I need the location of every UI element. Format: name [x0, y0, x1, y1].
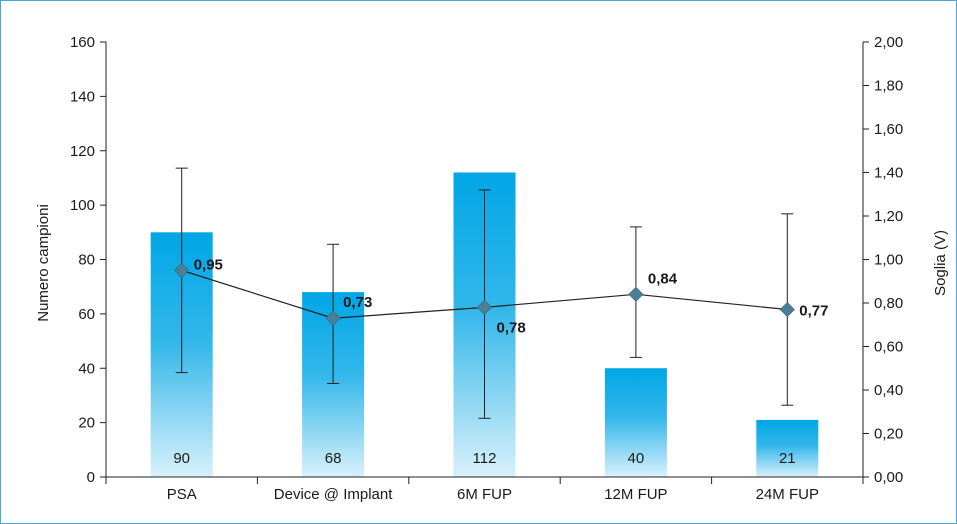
- y2-tick-label-8: 1,60: [874, 121, 903, 138]
- y-tick-label-1: 20: [78, 415, 95, 432]
- threshold-value-label-1: 0,73: [343, 294, 372, 311]
- y-tick-label-3: 60: [78, 306, 95, 323]
- y-tick-label-0: 0: [87, 469, 95, 486]
- y2-tick-label-6: 1,20: [874, 208, 903, 225]
- threshold-value-label-0: 0,95: [194, 256, 223, 273]
- y2-tick-label-9: 1,80: [874, 78, 903, 95]
- threshold-marker-2: [476, 299, 493, 315]
- bar-value-label-3: 40: [628, 450, 645, 467]
- threshold-line-layer: [174, 167, 795, 419]
- axes-layer: 0 20 40 60 80 100 120 140 160 0,00 0,20 0,40 0,60 0,8…: [70, 34, 903, 503]
- x-tick-label-0: PSA: [167, 486, 197, 503]
- y-tick-label-8: 160: [70, 34, 95, 51]
- y-tick-label-2: 40: [78, 360, 95, 377]
- y-tick-label-5: 100: [70, 197, 95, 214]
- threshold-marker-3: [628, 286, 644, 302]
- x-tick-label-1: Device @ Implant: [274, 486, 393, 503]
- threshold-value-label-4: 0,77: [799, 303, 828, 320]
- bar-value-label-0: 90: [173, 450, 190, 467]
- x-tick-label-3: 12M FUP: [604, 486, 667, 503]
- labels-layer: 90 68 112 40 21 0,95 0,73 0,78 0,84 0,77: [173, 256, 828, 467]
- bar-value-label-4: 21: [779, 450, 796, 467]
- y2-tick-label-1: 0,20: [874, 426, 903, 443]
- y-tick-label-7: 140: [70, 88, 95, 105]
- threshold-marker-0: [174, 262, 190, 278]
- y2-tick-label-4: 0,80: [874, 295, 903, 312]
- threshold-value-label-2: 0,78: [497, 319, 526, 336]
- y-tick-label-6: 120: [70, 143, 95, 160]
- bar-4: [756, 419, 819, 477]
- y-axis-title: Numero campioni: [35, 204, 52, 322]
- bar-value-label-1: 68: [325, 450, 342, 467]
- y2-tick-label-5: 1,00: [874, 252, 903, 269]
- threshold-value-label-3: 0,84: [648, 270, 678, 287]
- y2-axis-title: Soglia (V): [932, 230, 949, 296]
- x-tick-label-2: 6M FUP: [457, 486, 512, 503]
- y-tick-label-4: 80: [78, 252, 95, 269]
- threshold-marker-1: [325, 310, 341, 326]
- y2-tick-label-0: 0,00: [874, 469, 903, 486]
- y2-tick-label-3: 0,60: [874, 339, 903, 356]
- x-tick-label-4: 24M FUP: [756, 486, 819, 503]
- bar-value-label-2: 112: [473, 450, 497, 467]
- bar-3: [604, 368, 667, 477]
- y2-tick-label-2: 0,40: [874, 382, 903, 399]
- y2-tick-label-10: 2,00: [874, 34, 903, 51]
- y2-tick-label-7: 1,40: [874, 165, 903, 182]
- threshold-marker-4: [779, 301, 795, 318]
- bars-layer: [150, 172, 819, 477]
